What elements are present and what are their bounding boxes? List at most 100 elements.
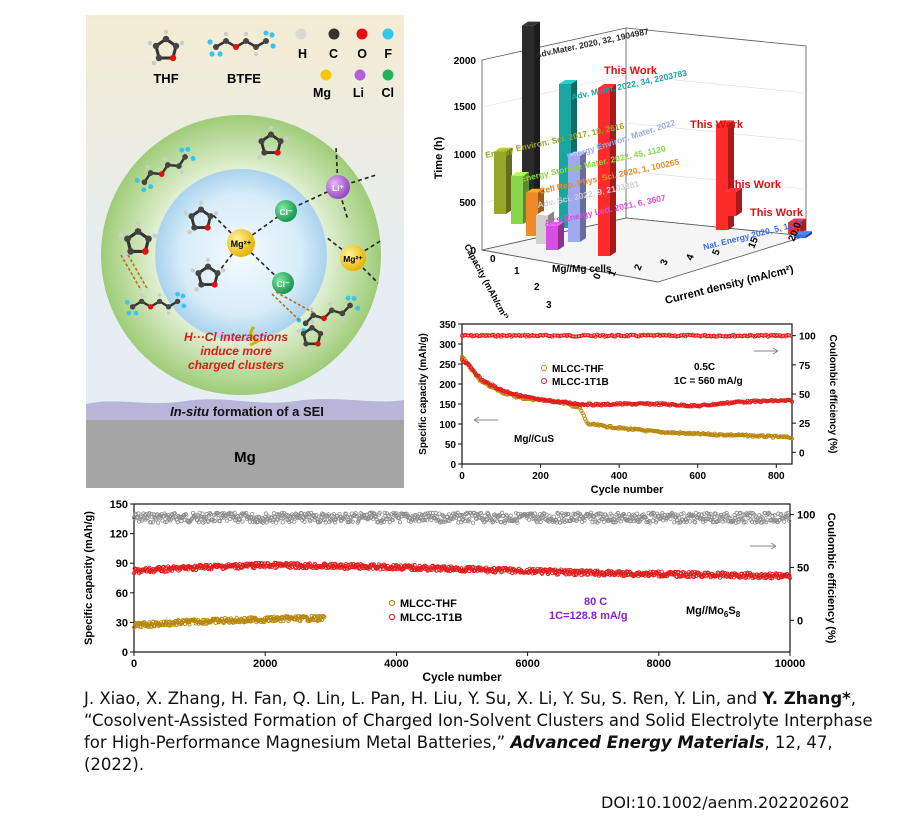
svg-text:15: 15 (747, 235, 762, 250)
ce-point (490, 520, 495, 525)
y2-tick-label: 100 (797, 510, 815, 522)
ce-point (240, 519, 245, 524)
ce-point (148, 520, 153, 525)
ce-point (588, 510, 594, 515)
ce-point (381, 519, 387, 524)
ce-point (704, 516, 709, 521)
svg-text:3: 3 (546, 300, 552, 311)
y-tick-label: 90 (116, 558, 128, 570)
x-tick-label: 6000 (515, 658, 539, 670)
data-point (659, 569, 664, 574)
ce-point (354, 514, 360, 519)
y-tick-label: 150 (110, 499, 128, 511)
data-point (139, 624, 144, 630)
ce-point (429, 517, 434, 523)
data-point (499, 569, 504, 575)
h-cl-interactions (120, 254, 315, 322)
ce-point (390, 517, 395, 522)
ce-point (275, 512, 280, 517)
ce-point (588, 516, 593, 521)
ce-point (268, 515, 274, 520)
ce-point (467, 517, 472, 522)
right-axis-arrow-icon (754, 347, 779, 355)
data-point (531, 566, 536, 572)
ce-point (761, 519, 766, 524)
ce-point (782, 519, 787, 524)
y-tick-label: 0 (450, 460, 456, 471)
ce-point (490, 333, 495, 338)
citation-volume: , 12, 47, (2022). (84, 733, 833, 774)
ce-point (668, 516, 673, 522)
ce-point (575, 517, 580, 522)
ce-point (430, 510, 435, 516)
svg-text:Cl⁻: Cl⁻ (280, 207, 294, 217)
y2-tick-label: 75 (799, 361, 811, 372)
ce-point (703, 518, 708, 524)
ce-point (767, 512, 772, 517)
bar-label-11: This Work (750, 207, 804, 219)
legend-thf: MLCC-THF (400, 598, 457, 610)
ce-point (610, 513, 615, 518)
mg-mo6s8-cycling-chart: 0 2000 4000 6000 8000 10000 0 30 60 90 120 150 0 50 10… (83, 499, 837, 684)
li-ion: Li⁺ (326, 175, 350, 199)
legend-mg: Mg (313, 86, 331, 100)
data-point (252, 615, 258, 620)
data-point (365, 564, 371, 569)
left-axis-arrow-icon (473, 416, 498, 424)
legend-o: O (357, 47, 367, 61)
ce-point (737, 511, 742, 516)
data-point (287, 565, 293, 570)
ce-point (384, 516, 389, 521)
y-tick-label: 250 (439, 360, 456, 371)
ce-point (770, 514, 775, 519)
ce-point (175, 520, 180, 525)
curved-arrow-icon (249, 325, 262, 347)
citation-doi: DOI:10.1002/aenm.202202602 (601, 793, 850, 812)
ce-point (713, 511, 718, 516)
ce-point (582, 518, 587, 523)
ce-point (236, 517, 242, 523)
ce-point (394, 511, 399, 516)
legend-marker (541, 378, 547, 384)
ce-point (604, 514, 610, 519)
ce-point (486, 511, 491, 517)
atom-legend: H C O F Mg Li Cl (295, 28, 394, 100)
citation-title: , “Cosolvent-Assisted Formation of Charg… (84, 689, 873, 752)
x-tick-label: 600 (689, 471, 706, 482)
ce-point (331, 511, 336, 517)
ce-point (612, 517, 618, 522)
chart3d-y-ticks: 0 1 2 3 (490, 254, 552, 311)
btfe-label: BTFE (227, 71, 261, 86)
ce-point (435, 514, 440, 520)
ce-point (455, 510, 460, 515)
data-point (309, 613, 314, 619)
ce-point (677, 515, 682, 520)
data-point (691, 574, 696, 579)
ce-point (451, 515, 457, 520)
ce-point (538, 519, 543, 524)
ce-point (658, 515, 664, 520)
ce-point (306, 511, 312, 517)
svg-text:2: 2 (534, 282, 540, 293)
y2-tick-label: 25 (799, 419, 811, 430)
y2-axis-label: Coulombic efficiency (%) (827, 335, 838, 454)
ce-point (254, 515, 259, 520)
ce-point (341, 516, 347, 521)
y-tick-label: 150 (439, 400, 456, 411)
ce-point (645, 517, 650, 523)
data-point (303, 561, 308, 567)
ce-point (709, 515, 715, 520)
svg-text:Mg²⁺: Mg²⁺ (343, 254, 363, 264)
ce-point (653, 520, 658, 525)
ce-point (337, 511, 342, 517)
ce-point (328, 518, 333, 523)
ce-point (292, 516, 298, 521)
interaction-annotation: H···Cl interactions induce more charged … (184, 330, 288, 372)
y2-tick-label: 100 (799, 332, 816, 343)
ce-point (280, 520, 285, 525)
bar-11 (788, 218, 806, 234)
svg-text:0: 0 (470, 246, 476, 257)
y-tick-label: 50 (445, 440, 457, 451)
svg-text:5: 5 (711, 247, 723, 257)
